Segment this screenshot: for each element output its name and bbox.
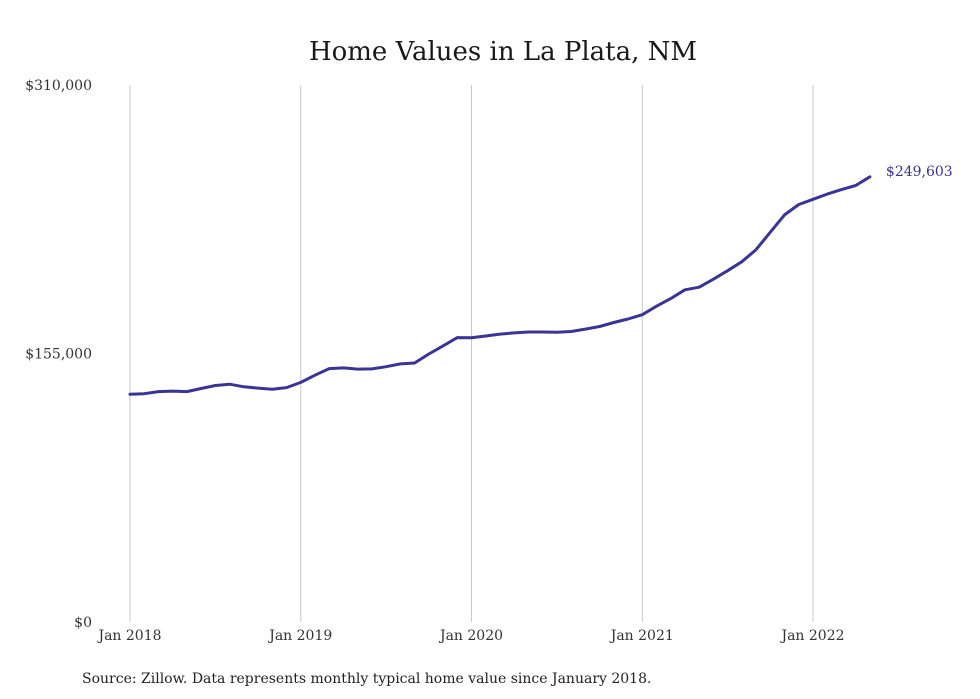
x-tick-label: Jan 2022 [779, 628, 844, 644]
y-axis-ticks: $0 $155,000 $310,000 [25, 78, 92, 631]
y-tick-label: $0 [74, 615, 92, 631]
y-tick-label: $155,000 [25, 347, 92, 363]
x-tick-label: Jan 2019 [267, 628, 332, 644]
y-tick-label: $310,000 [25, 78, 92, 94]
x-tick-label: Jan 2021 [609, 628, 674, 644]
x-axis-ticks: Jan 2018 Jan 2019 Jan 2020 Jan 2021 Jan 2022 [96, 628, 844, 644]
x-tick-label: Jan 2020 [438, 628, 503, 644]
end-value-label: $249,603 [886, 164, 953, 180]
source-note: Source: Zillow. Data represents monthly … [82, 671, 651, 687]
x-tick-label: Jan 2018 [96, 628, 161, 644]
grid-layer [129, 85, 814, 622]
series-line [128, 175, 872, 396]
chart-title: Home Values in La Plata, NM [309, 37, 697, 67]
